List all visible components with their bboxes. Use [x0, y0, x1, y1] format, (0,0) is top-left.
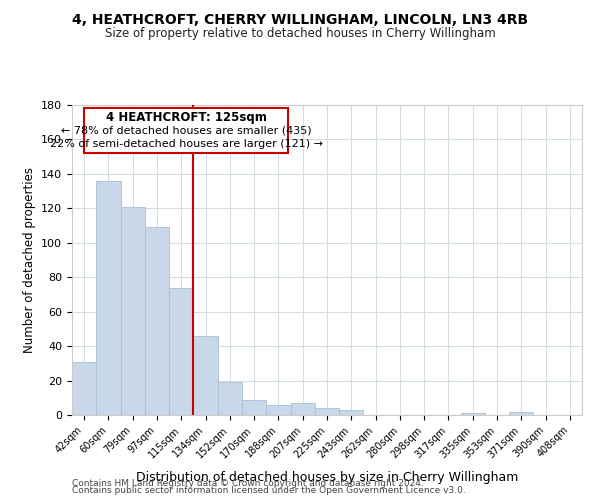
- Text: 4, HEATHCROFT, CHERRY WILLINGHAM, LINCOLN, LN3 4RB: 4, HEATHCROFT, CHERRY WILLINGHAM, LINCOL…: [72, 12, 528, 26]
- FancyBboxPatch shape: [84, 108, 288, 153]
- Bar: [509, 412, 533, 415]
- Bar: [72, 362, 96, 415]
- Bar: [315, 408, 339, 415]
- Bar: [193, 336, 218, 415]
- Bar: [461, 414, 485, 415]
- Bar: [145, 228, 169, 415]
- X-axis label: Distribution of detached houses by size in Cherry Willingham: Distribution of detached houses by size …: [136, 471, 518, 484]
- Bar: [218, 382, 242, 415]
- Bar: [121, 206, 145, 415]
- Text: 22% of semi-detached houses are larger (121) →: 22% of semi-detached houses are larger (…: [50, 140, 323, 149]
- Text: ← 78% of detached houses are smaller (435): ← 78% of detached houses are smaller (43…: [61, 126, 311, 136]
- Bar: [96, 181, 121, 415]
- Text: Size of property relative to detached houses in Cherry Willingham: Size of property relative to detached ho…: [104, 28, 496, 40]
- Text: 4 HEATHCROFT: 125sqm: 4 HEATHCROFT: 125sqm: [106, 111, 266, 124]
- Bar: [290, 403, 315, 415]
- Text: Contains public sector information licensed under the Open Government Licence v3: Contains public sector information licen…: [72, 486, 466, 495]
- Bar: [169, 288, 193, 415]
- Bar: [266, 404, 290, 415]
- Y-axis label: Number of detached properties: Number of detached properties: [23, 167, 35, 353]
- Text: Contains HM Land Registry data © Crown copyright and database right 2024.: Contains HM Land Registry data © Crown c…: [72, 478, 424, 488]
- Bar: [339, 410, 364, 415]
- Bar: [242, 400, 266, 415]
